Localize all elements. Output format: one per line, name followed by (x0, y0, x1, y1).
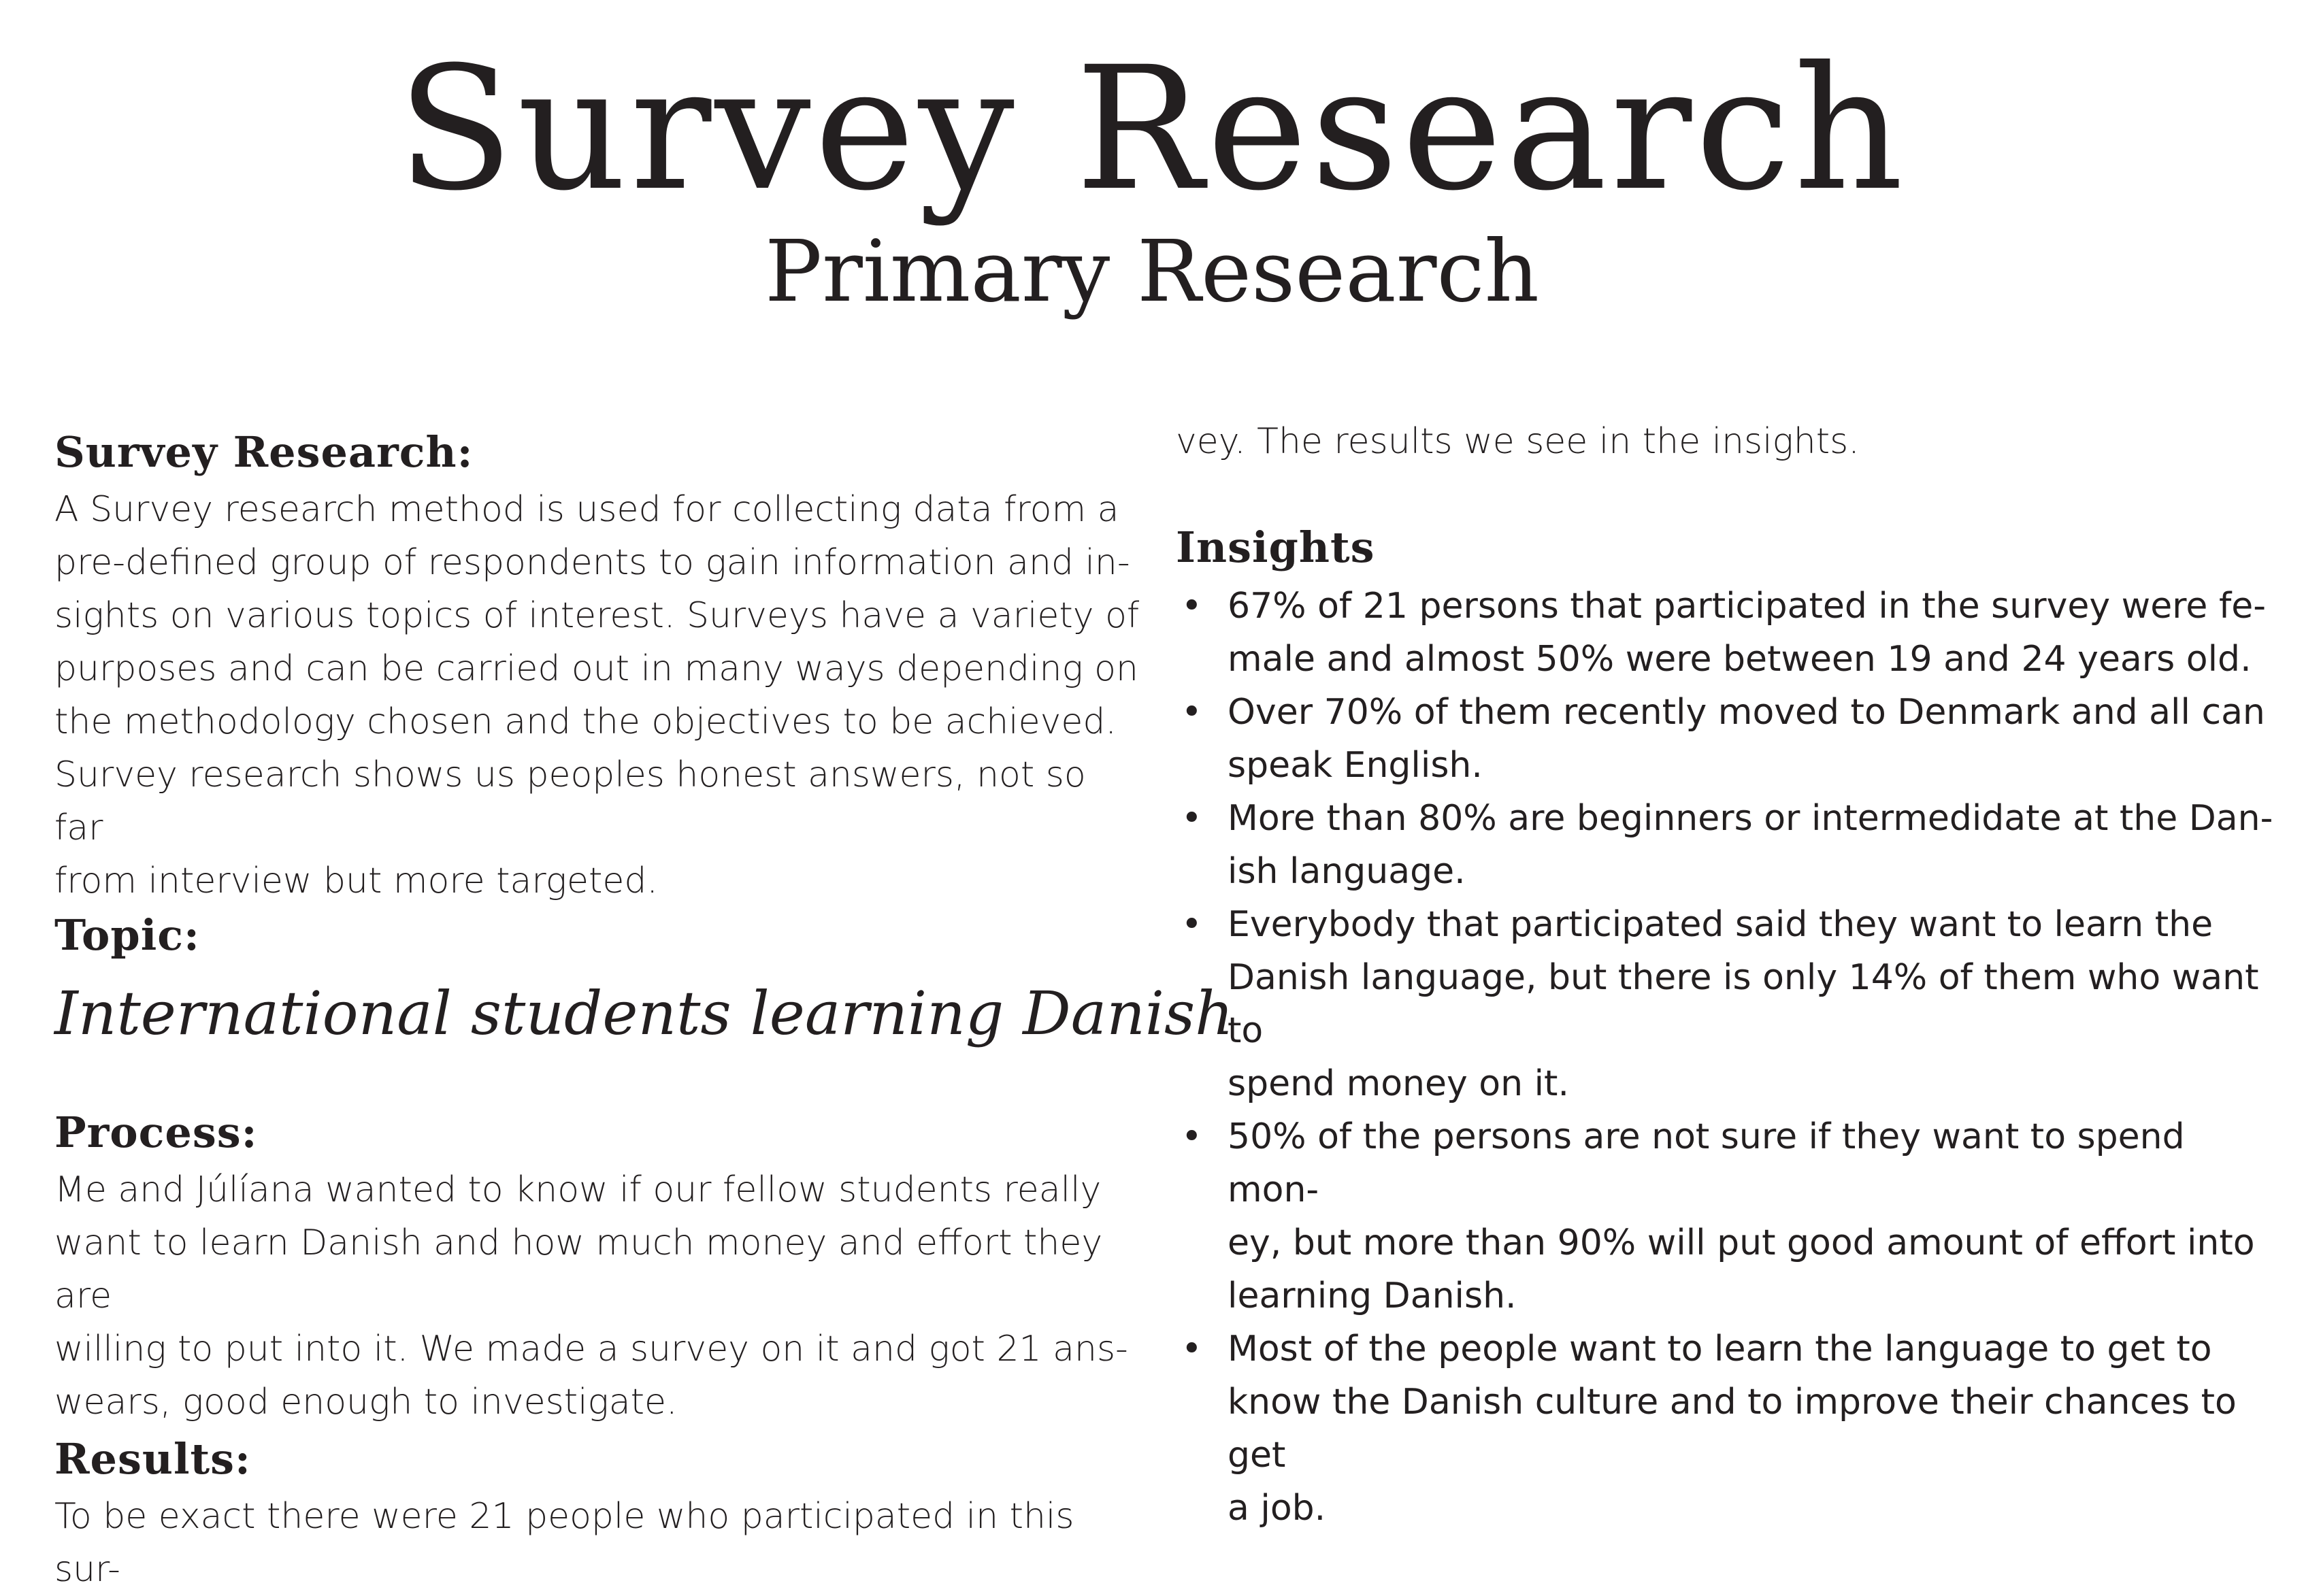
insight-text: Everybody that participated said they wa… (1228, 904, 2259, 1104)
survey-research-heading: Survey Research: (54, 427, 474, 477)
list-item: • Most of the people want to learn the l… (1176, 1323, 2278, 1535)
topic-text: International students learning Danish (54, 978, 1234, 1048)
insight-text: 67% of 21 persons that participated in t… (1228, 586, 2267, 680)
page-subtitle: Primary Research (764, 222, 1539, 321)
results-heading: Results: (54, 1434, 251, 1484)
process-heading: Process: (54, 1108, 258, 1157)
list-item: • 50% of the persons are not sure if the… (1176, 1110, 2278, 1323)
process-text: Me and Júlíana wanted to know if our fel… (54, 1169, 1128, 1423)
bullet-icon: • (1181, 1329, 1202, 1369)
insight-text: Most of the people want to learn the lan… (1228, 1329, 2237, 1529)
bullet-icon: • (1181, 692, 1202, 733)
list-item: • Over 70% of them recently moved to Den… (1176, 686, 2278, 792)
insights-heading: Insights (1176, 522, 1375, 572)
list-item: • 67% of 21 persons that participated in… (1176, 580, 2278, 686)
bullet-icon: • (1181, 798, 1202, 839)
topic-heading: Topic: (54, 910, 200, 960)
bullet-icon: • (1181, 904, 1202, 945)
survey-research-text: A Survey research method is used for col… (54, 489, 1140, 901)
insight-text: Over 70% of them recently moved to Denma… (1228, 692, 2265, 786)
results-text: To be exact there were 21 people who par… (54, 1496, 1074, 1590)
list-item: • More than 80% are beginners or interme… (1176, 792, 2278, 898)
bullet-icon: • (1181, 1116, 1202, 1157)
insight-text: More than 80% are beginners or intermedi… (1228, 798, 2273, 892)
list-item: • Everybody that participated said they … (1176, 898, 2278, 1110)
insights-list: • 67% of 21 persons that participated in… (1176, 580, 2278, 1535)
bullet-icon: • (1181, 586, 1202, 627)
insight-text: 50% of the persons are not sure if they … (1228, 1116, 2255, 1316)
page-title: Survey Research (397, 30, 1907, 228)
results-text-continued: vey. The results we see in the insights. (1176, 421, 1860, 462)
